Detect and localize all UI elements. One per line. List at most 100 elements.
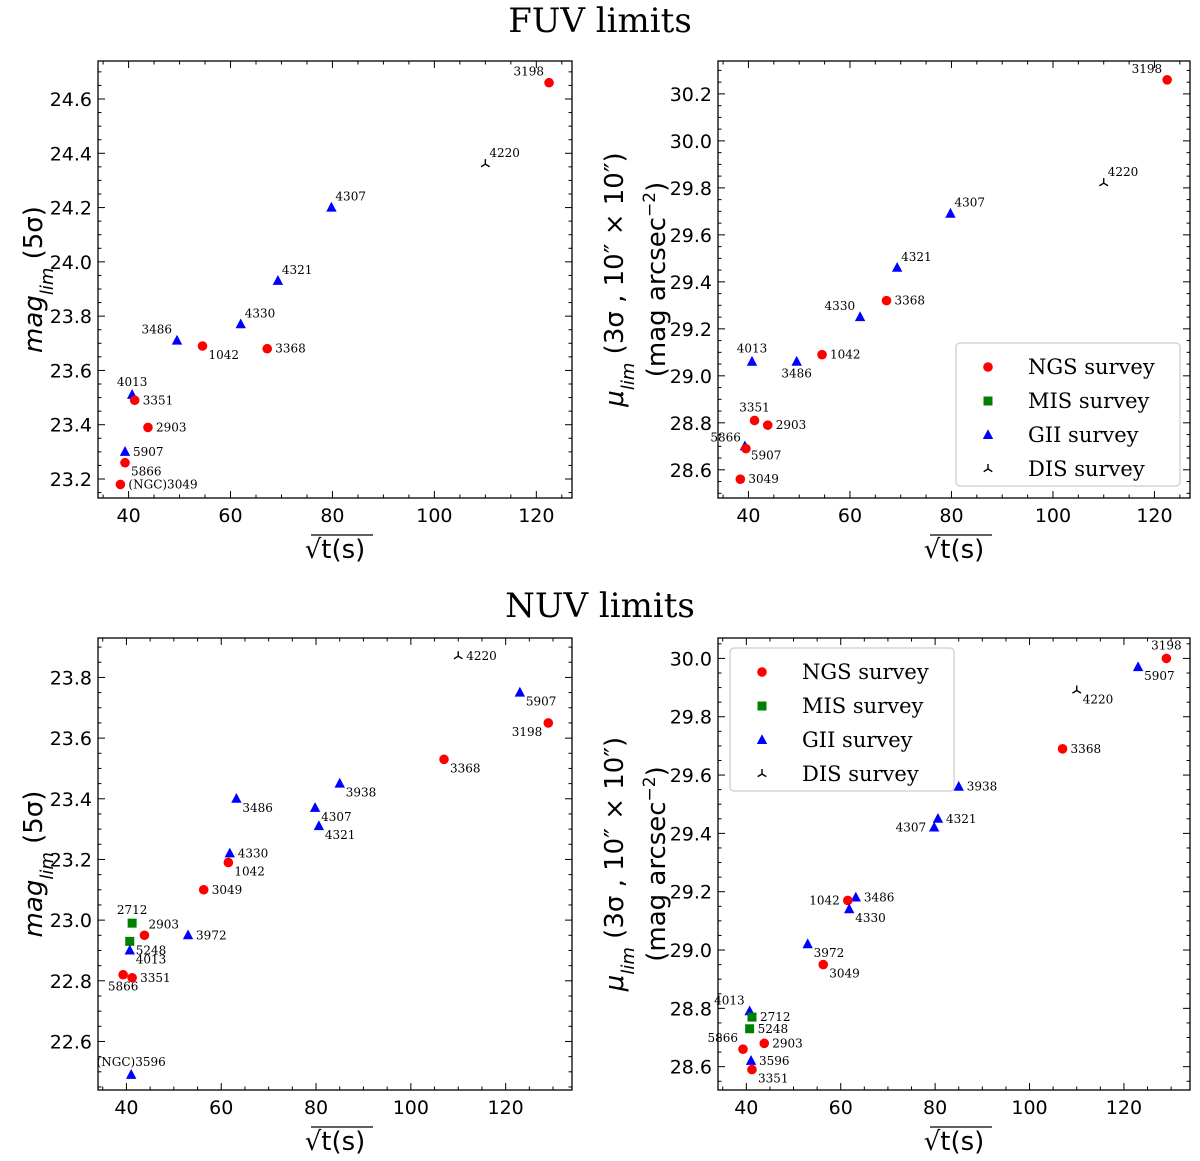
- y-label-sub: lim: [618, 363, 639, 391]
- data-point-ngs: [439, 754, 449, 765]
- y-axis-label: μlim (3σ , 10″ × 10″): [600, 152, 639, 407]
- point-label: 5866: [710, 431, 741, 445]
- point-label: 2903: [148, 917, 179, 931]
- data-point-gii: [854, 311, 866, 322]
- x-tick-label: 40: [116, 505, 140, 527]
- y-tick-label: 23.0: [50, 910, 92, 932]
- y-tick-label: 23.2: [50, 849, 92, 871]
- x-axis-label: √t(s): [924, 1127, 985, 1157]
- point-label: 5866: [707, 1031, 738, 1045]
- x-tick-label: 60: [209, 1097, 233, 1119]
- point-label: 4013: [117, 375, 148, 389]
- y-tick-label: 29.8: [670, 178, 712, 200]
- point-label: 3368: [1071, 742, 1102, 756]
- point-label: 4307: [896, 821, 927, 835]
- legend-marker-mis: [983, 396, 993, 406]
- y-tick-label: 29.4: [670, 272, 712, 294]
- data-point-ngs: [1057, 744, 1068, 754]
- data-point-gii: [745, 1055, 757, 1065]
- y-axis-label: maglim (5σ): [19, 206, 58, 353]
- legend-label: MIS survey: [1028, 389, 1149, 413]
- point-label: 5866: [131, 465, 162, 479]
- data-point-ngs: [817, 349, 827, 360]
- y-axis-label-units: (mag arcsec−2): [640, 182, 672, 378]
- point-label: 5248: [758, 1022, 789, 1036]
- legend-label: GII survey: [802, 728, 913, 752]
- y-tick-label: 23.8: [50, 306, 92, 328]
- data-point-mis: [125, 936, 135, 946]
- y-axis-label-units: (mag arcsec−2): [640, 766, 672, 962]
- y-label-sub: lim: [618, 947, 639, 975]
- data-point-ngs: [843, 895, 853, 906]
- data-point-gii: [1132, 661, 1144, 672]
- y-tick-label: 23.4: [50, 789, 92, 811]
- legend-marker-dis: [757, 769, 767, 778]
- scatter-panel-1: 40 60 80 100 120 23.2 23.4 23.6 23.8 24.0 24.2 24.4…: [19, 60, 573, 565]
- point-label: 4330: [245, 306, 276, 320]
- point-label: 4307: [954, 196, 985, 210]
- data-point-ngs: [129, 395, 140, 406]
- data-point-ngs: [118, 969, 128, 980]
- legend-marker-ngs: [983, 362, 993, 372]
- point-label: 4321: [325, 828, 356, 842]
- data-point-gii: [309, 802, 321, 812]
- data-point-ngs: [139, 930, 150, 941]
- point-label: 4013: [136, 952, 167, 966]
- y-tick-label: 28.6: [670, 460, 712, 482]
- point-label: 4321: [901, 250, 932, 264]
- y-tick-label: 29.0: [670, 940, 712, 962]
- point-label: 3198: [1151, 638, 1182, 652]
- y-tick-label: 23.8: [50, 667, 92, 689]
- fuv-section-title: FUV limits: [508, 1, 692, 41]
- data-point-gii: [850, 891, 862, 902]
- point-label: 3049: [212, 883, 243, 897]
- plot-frame: [97, 60, 573, 499]
- point-label: 3049: [748, 472, 779, 486]
- data-point-gii: [802, 938, 813, 949]
- x-tick-label: 40: [114, 1097, 138, 1119]
- data-point-mis: [127, 918, 137, 928]
- data-point-ngs: [1162, 74, 1172, 85]
- data-point-ngs: [747, 1064, 757, 1075]
- data-point-dis: [453, 651, 463, 660]
- legend-marker-ngs: [757, 667, 767, 677]
- x-tick-label: 120: [1106, 1097, 1142, 1119]
- data-point-ngs: [1161, 653, 1172, 664]
- y-units-tail: ): [642, 182, 672, 192]
- y-label-tail: (5σ): [19, 206, 49, 268]
- point-label: 4013: [714, 993, 745, 1007]
- legend-label: DIS survey: [1028, 457, 1145, 481]
- data-point-gii: [932, 813, 944, 823]
- data-point-gii: [334, 777, 345, 788]
- data-point-ngs: [262, 343, 273, 354]
- data-point-ngs: [198, 884, 209, 895]
- y-tick-label: 23.6: [50, 360, 92, 382]
- point-label: 5907: [751, 448, 782, 462]
- data-point-ngs: [197, 341, 208, 351]
- x-tick-label: 120: [518, 505, 554, 527]
- data-point-ngs: [120, 457, 130, 468]
- legend-marker-mis: [757, 701, 767, 711]
- data-point-gii: [313, 820, 325, 831]
- y-units-main: (mag arcsec: [642, 801, 672, 961]
- x-tick-label: 40: [734, 1097, 758, 1119]
- plot-frame: [717, 60, 1191, 499]
- legend: NGS survey MIS survey GII survey DIS survey: [955, 342, 1181, 487]
- data-point-gii: [125, 1069, 137, 1079]
- y-axis-label: μlim (3σ , 10″ × 10″): [600, 737, 639, 992]
- point-label: 3049: [829, 967, 860, 981]
- data-point-gii: [182, 929, 194, 940]
- data-point-gii: [272, 275, 284, 285]
- point-label: 3351: [140, 971, 171, 985]
- scatter-panel-3: 40 60 80 100 120 22.6 22.8 23.0 23.2 23.4 23.6 23.8…: [19, 637, 573, 1157]
- y-tick-label: 23.2: [50, 469, 92, 491]
- y-tick-label: 30.2: [670, 84, 712, 106]
- data-point-gii: [514, 686, 526, 697]
- data-point-gii: [171, 334, 183, 345]
- point-label: 2903: [772, 1036, 803, 1050]
- data-point-gii: [928, 821, 940, 832]
- y-tick-label: 29.8: [670, 707, 712, 729]
- data-point-gii: [844, 903, 855, 914]
- data-point-dis: [1099, 178, 1109, 187]
- y-tick-label: 23.4: [50, 415, 92, 437]
